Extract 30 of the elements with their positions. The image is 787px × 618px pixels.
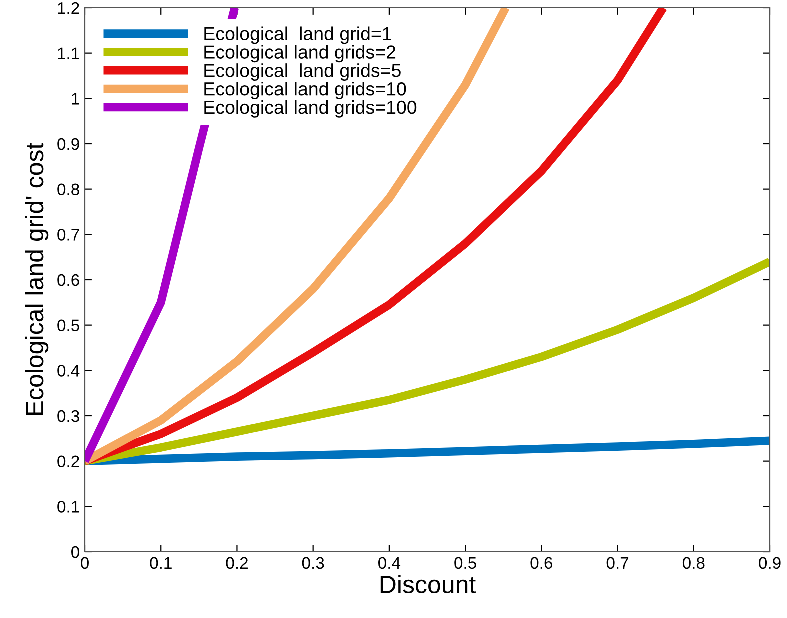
y-tick-label: 0.8	[58, 184, 80, 196]
y-tick-label: 0.5	[58, 320, 80, 332]
x-tick-label: 0.4	[378, 557, 401, 570]
y-tick-label: 1.2	[58, 2, 80, 14]
x-tick-label: 0.3	[302, 557, 324, 570]
legend-label: Ecological land grids=100	[204, 100, 417, 118]
y-tick-label: 1	[72, 93, 80, 105]
x-tick-label: 0.2	[226, 557, 248, 570]
legend-label: Ecological land grid=1	[204, 26, 392, 44]
y-tick-label: 0.3	[58, 410, 80, 422]
y-axis-title: Ecological land grid' cost	[25, 142, 49, 416]
x-tick-label: 0	[81, 557, 89, 570]
x-tick-label: 0.6	[530, 557, 553, 570]
x-tick-label: 0.5	[454, 557, 476, 570]
x-tick-label: 0.1	[150, 557, 172, 570]
y-tick-label: 0	[72, 546, 80, 558]
y-tick-label: 1.1	[58, 48, 80, 60]
legend-label: Ecological land grids=10	[204, 82, 406, 100]
y-tick-label: 0.2	[58, 456, 80, 468]
x-axis-title: Discount	[380, 575, 476, 594]
y-tick-label: 0.4	[58, 365, 80, 377]
y-tick-label: 0.9	[58, 138, 80, 150]
legend-label: Ecological land grids=5	[204, 64, 401, 82]
x-tick-label: 0.8	[682, 557, 705, 570]
legend-label: Ecological land grids=2	[204, 45, 396, 63]
x-tick-label: 0.9	[759, 557, 781, 570]
y-tick-label: 0.7	[58, 229, 80, 241]
x-tick-label: 0.7	[606, 557, 629, 570]
y-tick-label: 0.6	[58, 274, 80, 286]
y-tick-label: 0.1	[58, 501, 80, 513]
